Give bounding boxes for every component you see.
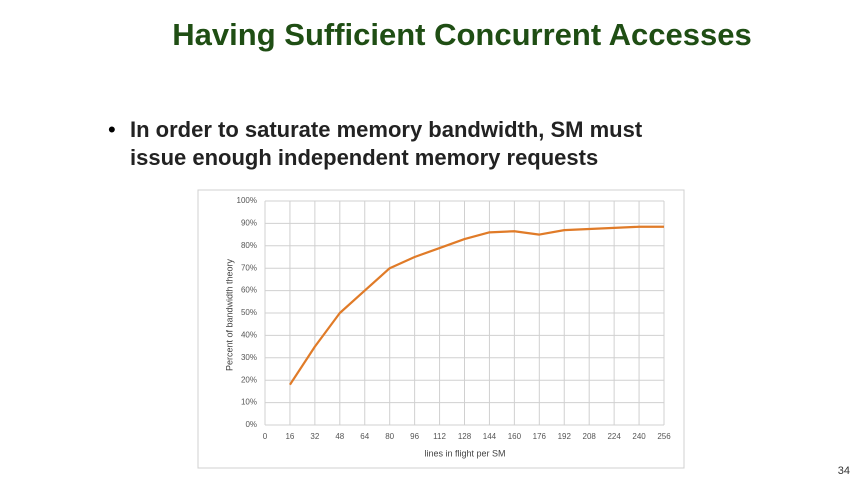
x-tick-label: 112 xyxy=(433,432,446,441)
x-tick-label: 64 xyxy=(360,432,369,441)
x-tick-label: 32 xyxy=(310,432,319,441)
x-tick-label: 208 xyxy=(583,432,597,441)
x-tick-label: 80 xyxy=(385,432,394,441)
x-tick-label: 256 xyxy=(657,432,671,441)
x-tick-label: 160 xyxy=(508,432,522,441)
bullet-dot: • xyxy=(108,117,116,142)
bullet-text: issue enough independent memory requests xyxy=(130,145,598,170)
y-tick-label: 10% xyxy=(241,398,257,407)
x-tick-label: 128 xyxy=(458,432,472,441)
y-tick-label: 30% xyxy=(241,353,257,362)
x-tick-label: 224 xyxy=(607,432,621,441)
y-tick-label: 20% xyxy=(241,375,257,384)
y-tick-label: 100% xyxy=(237,196,257,205)
page-number: 34 xyxy=(838,465,850,477)
x-tick-label: 240 xyxy=(632,432,646,441)
y-tick-label: 50% xyxy=(241,308,257,317)
x-tick-label: 16 xyxy=(285,432,294,441)
x-tick-label: 0 xyxy=(263,432,268,441)
chart-frame xyxy=(197,189,685,469)
y-tick-label: 60% xyxy=(241,286,257,295)
x-tick-label: 176 xyxy=(533,432,547,441)
y-tick-label: 40% xyxy=(241,331,257,340)
x-axis-label: lines in flight per SM xyxy=(424,448,505,458)
x-tick-label: 192 xyxy=(558,432,572,441)
x-tick-label: 48 xyxy=(335,432,344,441)
data-line xyxy=(289,225,664,386)
y-tick-label: 90% xyxy=(241,219,257,228)
x-tick-label: 144 xyxy=(483,432,497,441)
y-tick-label: 70% xyxy=(241,263,257,272)
y-tick-label: 80% xyxy=(241,241,257,250)
y-tick-label: 0% xyxy=(245,420,257,429)
slide-title: Having Sufficient Concurrent Accesses xyxy=(172,17,751,52)
bullet-text: In order to saturate memory bandwidth, S… xyxy=(130,117,643,142)
plot: 0% 10% 20% 30% 40% 50% 60% 70% 80% 90% 100% 0 16 32 48… xyxy=(237,196,672,441)
y-axis-label: Percent of bandwidth theory xyxy=(224,258,234,371)
x-tick-label: 96 xyxy=(410,432,419,441)
